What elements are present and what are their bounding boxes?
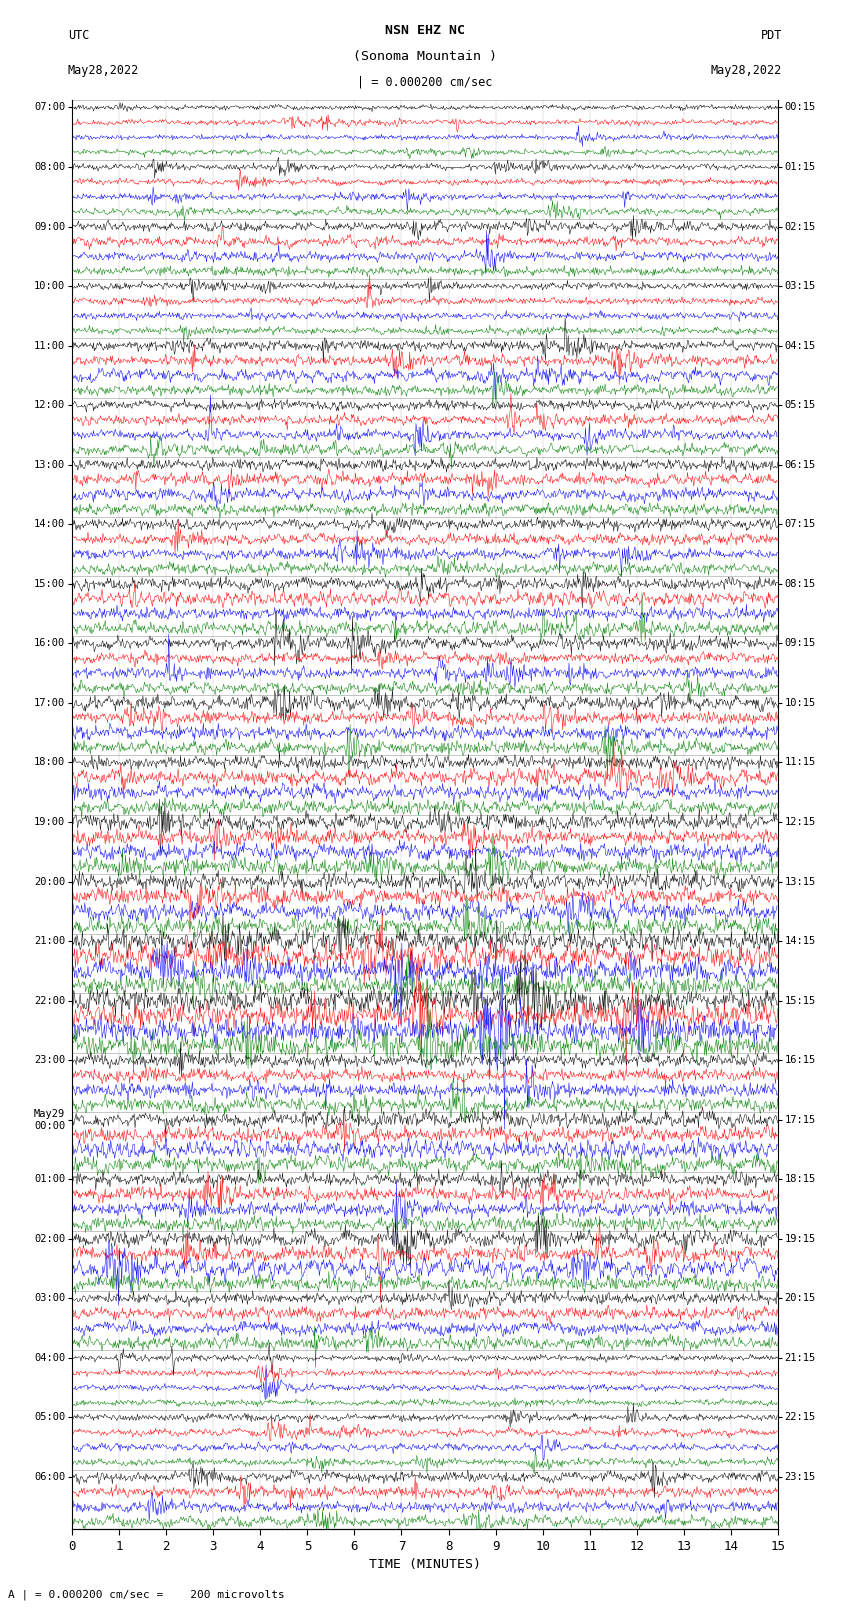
Text: May28,2022: May28,2022	[68, 63, 139, 76]
Text: NSN EHZ NC: NSN EHZ NC	[385, 24, 465, 37]
Text: May28,2022: May28,2022	[711, 63, 782, 76]
Text: PDT: PDT	[761, 29, 782, 42]
Text: A | = 0.000200 cm/sec =    200 microvolts: A | = 0.000200 cm/sec = 200 microvolts	[8, 1589, 286, 1600]
Text: (Sonoma Mountain ): (Sonoma Mountain )	[353, 50, 497, 63]
Text: UTC: UTC	[68, 29, 89, 42]
X-axis label: TIME (MINUTES): TIME (MINUTES)	[369, 1558, 481, 1571]
Text: | = 0.000200 cm/sec: | = 0.000200 cm/sec	[357, 76, 493, 89]
